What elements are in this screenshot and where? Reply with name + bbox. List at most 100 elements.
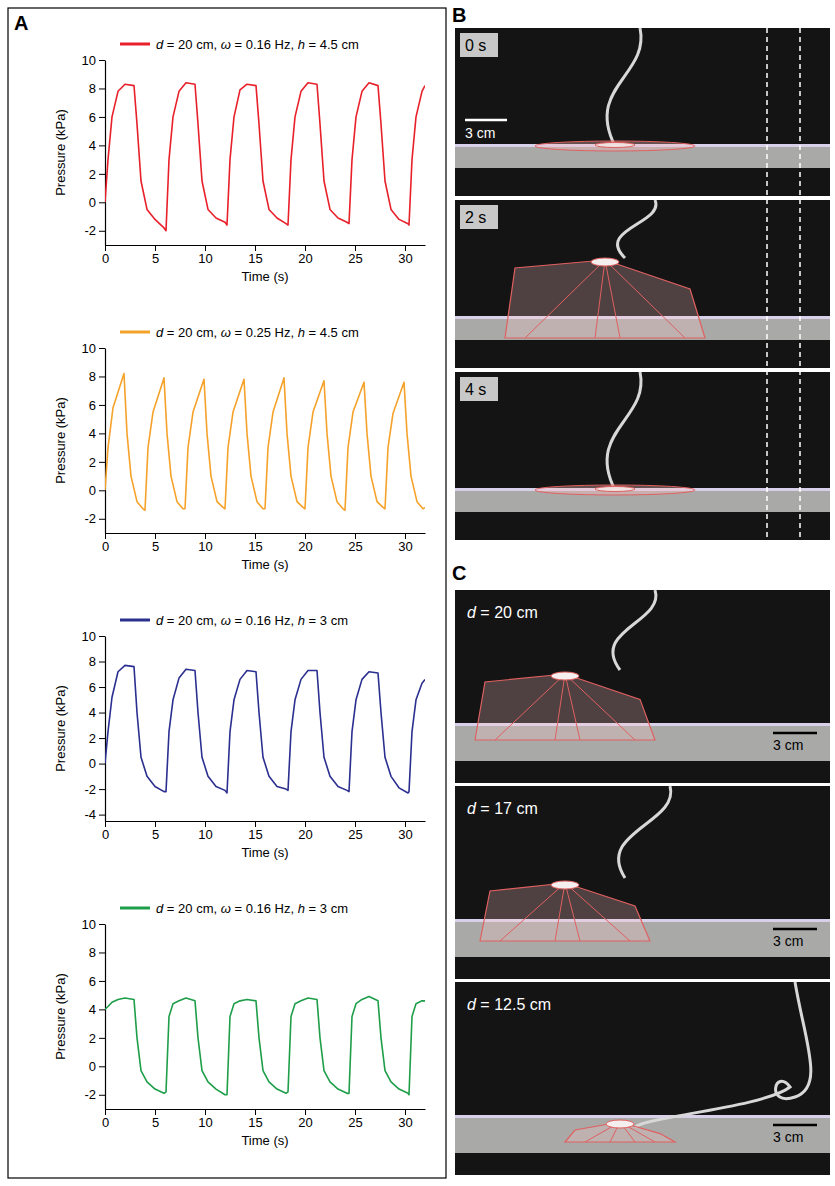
y-tick-label: 6	[89, 680, 96, 695]
device	[480, 883, 650, 941]
tube	[619, 786, 671, 878]
x-tick-mark	[205, 245, 206, 251]
tube	[607, 28, 641, 146]
y-tick-label: 8	[89, 81, 96, 96]
frame-label-part: 12.5	[494, 996, 530, 1013]
y-tick-mark	[99, 713, 105, 714]
y-tick: 6	[89, 398, 105, 413]
scale-bar	[773, 928, 817, 931]
x-tick: 15	[248, 821, 262, 842]
x-tick-label: 30	[398, 539, 412, 554]
x-axis-line	[106, 533, 426, 534]
x-tick-mark	[255, 1109, 256, 1115]
frame-label: d = 20 cm	[467, 604, 538, 621]
y-tick: 4	[89, 1002, 105, 1017]
x-tick-mark	[305, 821, 306, 827]
y-tick-label: 0	[89, 756, 96, 771]
x-tick: 10	[198, 1109, 212, 1130]
x-tick-mark	[155, 245, 156, 251]
x-tick: 25	[348, 533, 362, 554]
panel-a-frame	[8, 8, 446, 1178]
legend-label-part: ω	[221, 37, 235, 52]
x-tick: 10	[198, 245, 212, 266]
y-tick-mark	[99, 815, 105, 816]
x-tick: 25	[348, 245, 362, 266]
y-tick: -2	[84, 223, 105, 238]
chart: 051015202530-4-20246810Time (s)Pressure …	[53, 613, 426, 861]
x-tick: 30	[398, 1109, 412, 1130]
y-tick-label: 2	[89, 731, 96, 746]
frame-label-part: cm	[530, 996, 551, 1013]
y-tick: 2	[89, 455, 105, 470]
panel-letter: A	[14, 12, 28, 34]
tube	[635, 982, 811, 1127]
plot-area	[105, 665, 425, 793]
y-axis-title: Pressure (kPa)	[53, 973, 68, 1060]
x-tick: 15	[248, 533, 262, 554]
legend-label-part: d	[156, 37, 167, 52]
x-tick: 5	[152, 245, 159, 266]
x-tick-label: 5	[152, 1115, 159, 1130]
device-rib	[565, 674, 580, 740]
y-axis: -4-20246810	[82, 629, 106, 823]
photo-frame: 2 s	[455, 200, 830, 368]
legend-label-part: =	[309, 901, 320, 916]
x-tick: 30	[398, 245, 412, 266]
device-rib	[555, 883, 565, 941]
photo-frame: d = 12.5 cm3 cm	[455, 982, 830, 1175]
device	[535, 141, 695, 151]
x-tick: 0	[102, 245, 109, 266]
y-tick-mark	[99, 117, 105, 118]
y-tick-mark	[99, 662, 105, 663]
y-axis: -20246810	[82, 53, 106, 246]
x-tick: 5	[152, 1109, 159, 1130]
y-tick-label: 0	[89, 195, 96, 210]
x-tick-label: 10	[198, 1115, 212, 1130]
legend-label-part: Hz,	[275, 325, 298, 340]
chart: 051015202530-20246810Time (s)Pressure (k…	[53, 37, 426, 285]
y-tick-mark	[99, 348, 105, 349]
y-tick-label: 6	[89, 974, 96, 989]
legend-label-part: cm,	[196, 901, 221, 916]
x-tick: 0	[102, 821, 109, 842]
device-hub	[595, 143, 635, 148]
x-tick: 20	[298, 245, 312, 266]
y-tick-mark	[99, 519, 105, 520]
legend-swatch	[120, 331, 150, 334]
device-hub	[551, 881, 579, 889]
legend-label-part: 20	[178, 325, 196, 340]
y-tick-label: 4	[89, 138, 96, 153]
y-tick-label: 10	[82, 917, 96, 932]
legend-label-part: ω	[221, 901, 235, 916]
legend-label-part: =	[309, 613, 320, 628]
dashed-guide	[766, 28, 768, 540]
y-tick-mark	[99, 202, 105, 203]
legend-label-part: 20	[178, 901, 196, 916]
y-tick-label: -2	[84, 223, 96, 238]
x-tick-mark	[405, 245, 406, 251]
x-axis-line	[106, 1109, 426, 1110]
legend-label-part: cm,	[196, 325, 221, 340]
legend-label-part: h	[298, 613, 309, 628]
x-tick-mark	[355, 821, 356, 827]
y-tick-label: -4	[84, 807, 96, 822]
y-tick: 2	[89, 731, 105, 746]
legend-label-part: 0.25	[246, 325, 275, 340]
legend-label-part: cm	[331, 901, 348, 916]
x-axis-line	[106, 821, 426, 822]
x-tick-label: 20	[298, 539, 312, 554]
x-tick-label: 5	[152, 539, 159, 554]
x-axis-title: Time (s)	[241, 269, 288, 284]
x-tick-mark	[255, 245, 256, 251]
y-tick-mark	[99, 636, 105, 637]
y-tick: -4	[84, 807, 105, 822]
y-tick-mark	[99, 174, 105, 175]
y-tick-label: 6	[89, 110, 96, 125]
panel-c: d = 20 cm3 cmd = 17 cm3 cmd = 12.5 cm3 c…	[455, 590, 830, 1175]
y-tick-label: 0	[89, 483, 96, 498]
y-tick: 10	[82, 629, 105, 644]
y-tick-mark	[99, 738, 105, 739]
x-tick-mark	[305, 1109, 306, 1115]
pressure-line	[105, 374, 425, 511]
x-tick-mark	[405, 1109, 406, 1115]
